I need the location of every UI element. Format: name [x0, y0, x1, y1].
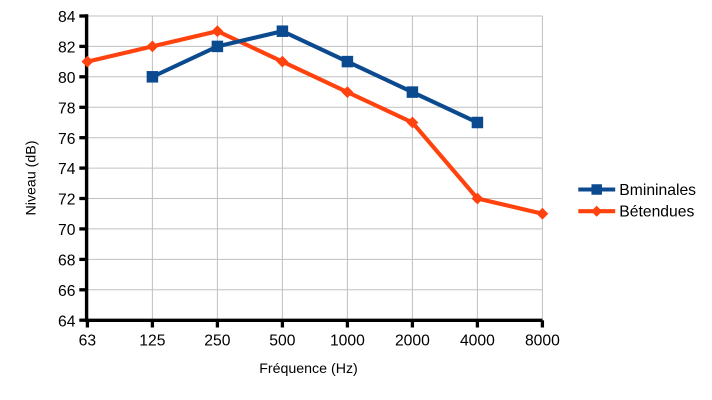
svg-text:4000: 4000 — [460, 332, 495, 349]
svg-text:250: 250 — [204, 332, 230, 349]
svg-text:1000: 1000 — [330, 332, 365, 349]
svg-text:500: 500 — [269, 332, 295, 349]
svg-text:78: 78 — [58, 100, 76, 117]
svg-text:76: 76 — [58, 131, 76, 148]
svg-text:68: 68 — [58, 253, 76, 270]
svg-text:74: 74 — [58, 161, 76, 178]
svg-text:70: 70 — [58, 222, 76, 239]
svg-text:63: 63 — [79, 332, 97, 349]
svg-text:8000: 8000 — [525, 332, 560, 349]
svg-text:Bmininales: Bmininales — [619, 182, 696, 199]
svg-text:64: 64 — [58, 313, 76, 330]
svg-text:84: 84 — [58, 9, 76, 26]
svg-text:Niveau (dB): Niveau (dB) — [24, 141, 40, 216]
svg-text:66: 66 — [58, 283, 76, 300]
svg-text:80: 80 — [58, 70, 76, 87]
svg-text:Bétendues: Bétendues — [619, 204, 694, 221]
svg-text:Fréquence (Hz): Fréquence (Hz) — [259, 361, 358, 377]
svg-text:2000: 2000 — [395, 332, 430, 349]
svg-text:72: 72 — [58, 192, 75, 209]
svg-text:82: 82 — [58, 40, 75, 57]
svg-text:125: 125 — [139, 332, 165, 349]
